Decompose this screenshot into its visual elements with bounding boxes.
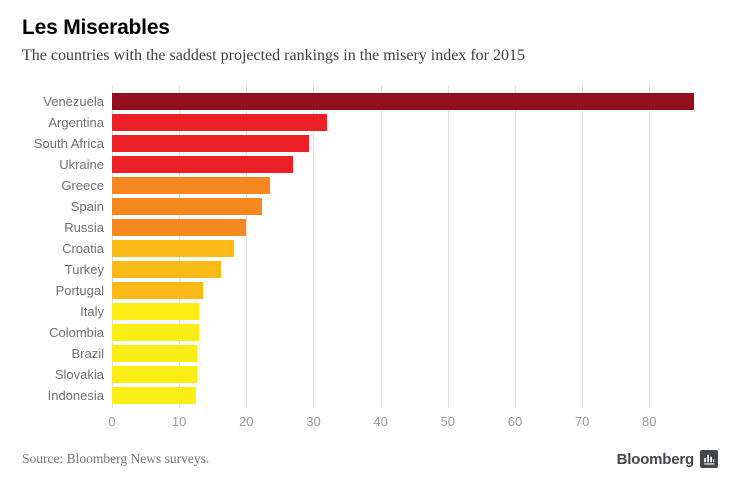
bar-italy bbox=[112, 303, 199, 320]
bar-venezuela bbox=[112, 93, 695, 110]
gridline-70 bbox=[582, 85, 584, 408]
bar-row-turkey bbox=[112, 259, 703, 280]
bar-turkey bbox=[112, 261, 222, 278]
bar-row-colombia bbox=[112, 322, 703, 343]
bar-row-venezuela bbox=[112, 91, 703, 112]
bar-row-spain bbox=[112, 196, 703, 217]
category-label-russia: Russia bbox=[64, 220, 104, 235]
plot-area bbox=[112, 85, 703, 408]
source-note: Source: Bloomberg News surveys. bbox=[22, 451, 210, 466]
x-tick-label-70: 70 bbox=[574, 414, 590, 429]
x-tick-label-10: 10 bbox=[171, 414, 187, 429]
bar-colombia bbox=[112, 324, 199, 341]
bar-row-brazil bbox=[112, 343, 703, 364]
category-labels-column: Venezuela Argentina South Africa Ukraine Gre… bbox=[0, 85, 112, 408]
bar-croatia bbox=[112, 240, 235, 257]
gridline-60 bbox=[514, 85, 516, 408]
chart-subtitle: The countries with the saddest projected… bbox=[22, 47, 525, 64]
x-tick-label-20: 20 bbox=[239, 414, 254, 429]
gridline-80 bbox=[649, 85, 651, 408]
category-label-slovakia: Slovakia bbox=[54, 367, 104, 382]
bar-ukraine bbox=[112, 156, 293, 173]
bloomberg-logo: Bloomberg bbox=[617, 450, 718, 468]
bar-row-greece bbox=[112, 175, 703, 196]
chart-footer: Source: Bloomberg News surveys. Bloomber… bbox=[0, 434, 740, 468]
bar-chart: Venezuela Argentina South Africa Ukraine Gre… bbox=[0, 85, 740, 408]
bar-spain bbox=[112, 198, 262, 215]
category-label-portugal: Portugal bbox=[55, 283, 104, 298]
bar-row-croatia bbox=[112, 238, 703, 259]
x-tick-label-60: 60 bbox=[507, 414, 523, 429]
category-label-italy: Italy bbox=[80, 304, 104, 319]
bar-row-ukraine bbox=[112, 154, 703, 175]
bar-slovakia bbox=[112, 366, 198, 383]
bar-south-africa bbox=[112, 135, 309, 152]
x-tick-label-0: 0 bbox=[108, 414, 116, 429]
bloomberg-bar-chart-icon bbox=[700, 450, 718, 468]
category-label-argentina: Argentina bbox=[48, 115, 104, 130]
x-tick-label-50: 50 bbox=[440, 414, 456, 429]
gridline-40 bbox=[380, 85, 382, 408]
category-label-spain: Spain bbox=[70, 199, 104, 214]
category-label-croatia: Croatia bbox=[62, 241, 104, 256]
bloomberg-wordmark: Bloomberg bbox=[616, 450, 695, 468]
category-label-venezuela: Venezuela bbox=[43, 94, 104, 109]
category-label-indonesia: Indonesia bbox=[47, 388, 104, 403]
bar-russia bbox=[112, 219, 246, 236]
bar-row-russia bbox=[112, 217, 703, 238]
bars-container bbox=[112, 91, 703, 406]
bar-greece bbox=[112, 177, 270, 194]
gridline-20 bbox=[246, 85, 248, 408]
gridline-50 bbox=[447, 85, 449, 408]
chart-title: Les Miserables bbox=[22, 16, 170, 39]
x-tick-label-40: 40 bbox=[373, 414, 388, 429]
bar-portugal bbox=[112, 282, 203, 299]
x-axis: 0 10 20 30 40 50 60 70 80 bbox=[108, 408, 703, 434]
bar-argentina bbox=[112, 114, 327, 131]
bar-row-argentina bbox=[112, 112, 703, 133]
category-label-ukraine: Ukraine bbox=[59, 157, 104, 172]
category-label-brazil: Brazil bbox=[71, 346, 104, 361]
x-tick-label-80: 80 bbox=[642, 414, 657, 429]
category-label-greece: Greece bbox=[61, 178, 104, 193]
bar-row-indonesia bbox=[112, 385, 703, 406]
bar-row-slovakia bbox=[112, 364, 703, 385]
category-label-colombia: Colombia bbox=[49, 325, 104, 340]
chart-header: Les Miserables The countries with the sa… bbox=[0, 0, 740, 65]
bar-row-italy bbox=[112, 301, 703, 322]
category-label-south-africa: South Africa bbox=[33, 136, 104, 151]
category-label-turkey: Turkey bbox=[64, 262, 104, 277]
x-tick-label-30: 30 bbox=[306, 414, 321, 429]
bar-row-south-africa bbox=[112, 133, 703, 154]
bar-row-portugal bbox=[112, 280, 703, 301]
bar-brazil bbox=[112, 345, 198, 362]
bar-indonesia bbox=[112, 387, 196, 404]
gridline-30 bbox=[313, 85, 315, 408]
